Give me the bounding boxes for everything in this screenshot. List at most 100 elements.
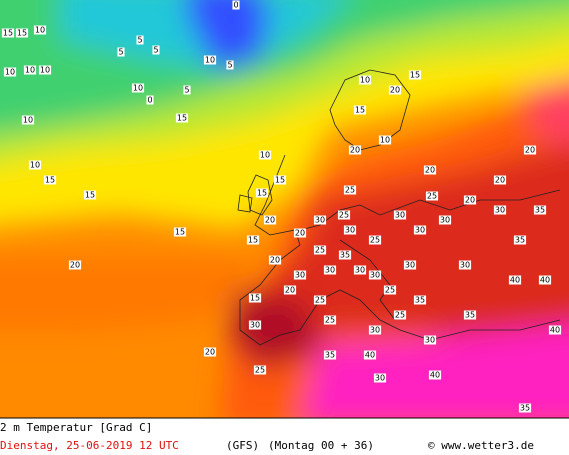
temperature-label: 20 [390,86,400,95]
label-background [538,275,552,285]
temperature-label: 15 [175,228,185,237]
label-background [533,205,547,215]
label-background [343,225,357,235]
temperature-label: 35 [515,236,525,245]
temperature-label: 15 [248,236,258,245]
temperature-label: 10 [40,66,50,75]
label-background [255,188,269,198]
temperature-label: 25 [315,246,325,255]
label-background [523,145,537,155]
temperature-label: 25 [339,211,349,220]
label-background [463,310,477,320]
temperature-label: 35 [325,351,335,360]
label-background [438,215,452,225]
label-background [343,185,357,195]
temperature-label: 15 [45,176,55,185]
label-background [368,235,382,245]
temperature-label: 20 [70,261,80,270]
temperature-label: 20 [265,216,275,225]
label-background [117,47,125,57]
temperature-label: 20 [350,146,360,155]
temperature-label: 15 [355,106,365,115]
temperature-label: 25 [395,311,405,320]
label-background [248,293,262,303]
temperature-label: 30 [495,206,505,215]
label-background [413,225,427,235]
temperature-label: 20 [425,166,435,175]
temperature-label: 30 [325,266,335,275]
temperature-label: 0 [233,1,238,10]
label-background [358,75,372,85]
label-background [353,265,367,275]
label-background [348,145,362,155]
temperature-label: 15 [3,29,13,38]
label-background [493,175,507,185]
label-background [368,270,382,280]
label-background [203,347,217,357]
label-background [28,160,42,170]
temperature-label: 20 [285,286,295,295]
label-background [43,175,57,185]
label-background [393,310,407,320]
label-background [513,235,527,245]
temperature-label: 30 [315,216,325,225]
temperature-label: 30 [395,211,405,220]
temperature-label: 5 [184,86,189,95]
label-background [175,113,189,123]
temperature-label: 10 [35,26,45,35]
label-background [323,315,337,325]
label-background [423,165,437,175]
temperature-label: 15 [257,189,267,198]
label-background [323,350,337,360]
label-background [423,335,437,345]
label-background [33,25,47,35]
label-background [248,320,262,330]
temperature-label: 10 [380,136,390,145]
label-background [313,245,327,255]
temperature-label: 35 [535,206,545,215]
label-background [83,190,97,200]
label-background [337,210,351,220]
temperature-label: 30 [370,326,380,335]
temperature-label: 0 [147,96,152,105]
label-background [203,55,217,65]
label-background [463,195,477,205]
temperature-label: 20 [495,176,505,185]
temperature-label: 20 [465,196,475,205]
label-background [226,60,234,70]
field-darkred [230,290,330,370]
label-background [413,295,427,305]
temperature-label: 30 [415,226,425,235]
label-background [353,105,367,115]
caption: 2 m Temperatur [Grad C] [0,421,152,434]
label-background [68,260,82,270]
temperature-label: 40 [550,326,560,335]
temperature-label: 35 [465,311,475,320]
temperature-label: 25 [345,186,355,195]
label-background [323,265,337,275]
temperature-label: 30 [370,271,380,280]
temperature-label: 35 [415,296,425,305]
temperature-label: 35 [520,404,530,413]
temperature-label: 15 [85,191,95,200]
temperature-labels: 15 15 10 10 10 10 5 5 5 0 10 5 0 10 5 10 15 15 10 15 20 15 10 1… [1,0,562,413]
temperature-label: 40 [510,276,520,285]
label-background [136,35,144,45]
label-background [518,403,532,413]
temperature-label: 10 [25,66,35,75]
temperature-label: 5 [153,46,158,55]
temperature-label: 10 [5,68,15,77]
temperature-label: 15 [177,114,187,123]
temperature-label: 30 [345,226,355,235]
label-background [283,285,297,295]
temperature-label: 10 [205,56,215,65]
label-background [383,285,397,295]
label-background [313,215,327,225]
label-background [548,325,562,335]
temperature-label: 20 [295,229,305,238]
label-background [131,83,145,93]
label-background [428,370,442,380]
copyright: © www.wetter3.de [428,439,534,452]
temperature-label: 30 [250,321,260,330]
